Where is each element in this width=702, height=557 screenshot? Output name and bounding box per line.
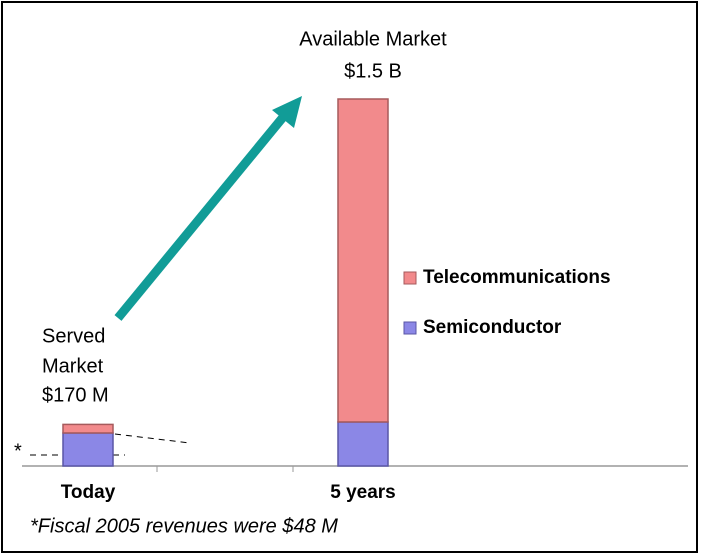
x-tick-label: 5 years	[330, 482, 396, 503]
annotation: Available Market	[299, 28, 447, 50]
annotation: Served	[42, 325, 105, 347]
annotation: $1.5 B	[344, 60, 402, 82]
marker: *	[14, 440, 22, 462]
x-tick-label: Today	[61, 482, 116, 503]
bar-segment	[337, 98, 389, 423]
footnote: *Fiscal 2005 revenues were $48 M	[30, 515, 338, 537]
bar-segment	[62, 423, 114, 434]
leader-line	[114, 433, 191, 444]
bar-segment	[62, 432, 114, 467]
bar-segment	[337, 421, 389, 467]
legend-label: Semiconductor	[423, 317, 562, 338]
annotation: Market	[42, 355, 104, 377]
legend-swatch	[403, 271, 417, 285]
annotation: $170 M	[42, 384, 109, 406]
legend-label: Telecommunications	[423, 267, 611, 288]
legend-swatch	[403, 321, 417, 335]
arrow-head	[272, 96, 302, 128]
growth-arrow	[114, 113, 288, 321]
